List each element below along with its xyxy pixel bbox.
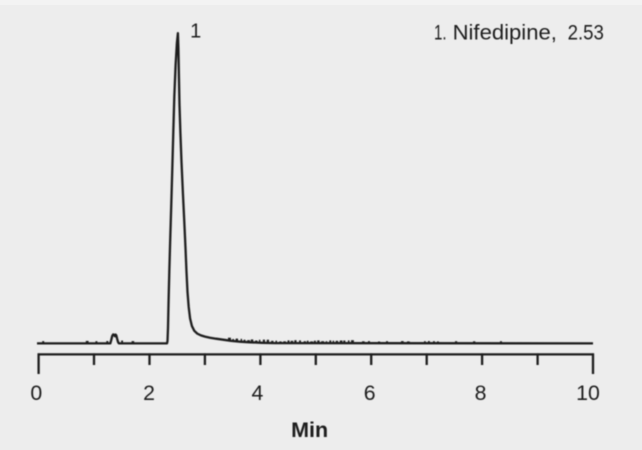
svg-text:8: 8 — [475, 381, 487, 405]
svg-text:0: 0 — [30, 381, 42, 405]
svg-text:6: 6 — [364, 381, 376, 405]
svg-text:1: 1 — [190, 21, 201, 43]
svg-text:Min: Min — [291, 418, 328, 442]
svg-text:10: 10 — [576, 381, 600, 405]
svg-text:Nifedipine,: Nifedipine, — [453, 22, 557, 45]
svg-text:2: 2 — [143, 381, 155, 405]
svg-text:2.53: 2.53 — [568, 22, 604, 45]
svg-text:1.: 1. — [434, 22, 447, 45]
svg-text:4: 4 — [251, 381, 263, 405]
